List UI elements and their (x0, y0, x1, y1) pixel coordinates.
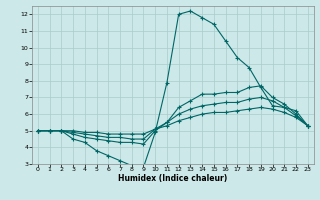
X-axis label: Humidex (Indice chaleur): Humidex (Indice chaleur) (118, 174, 228, 183)
